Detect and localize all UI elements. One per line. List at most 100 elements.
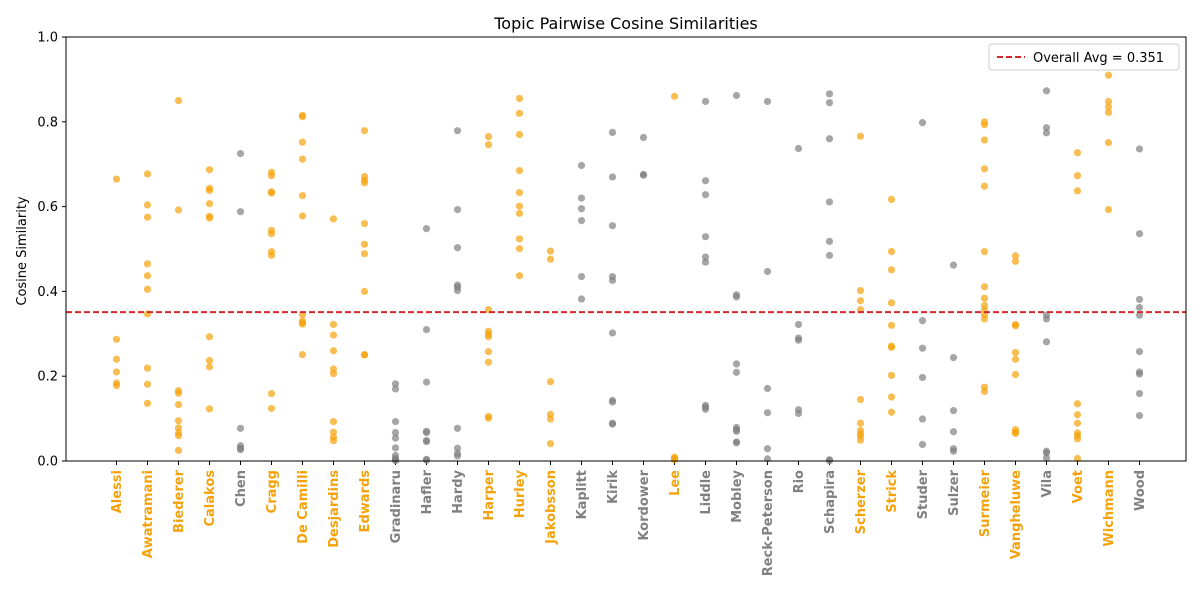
data-point xyxy=(205,166,214,174)
x-tick-label-gradinaru: Gradinaru xyxy=(389,470,404,543)
y-tick-label: 0.4 xyxy=(37,285,58,300)
data-point xyxy=(546,247,555,255)
data-point xyxy=(546,255,555,263)
data-point xyxy=(701,233,710,241)
data-point xyxy=(1135,303,1144,312)
data-point xyxy=(825,198,834,206)
data-point xyxy=(1042,87,1051,95)
data-point xyxy=(174,389,183,397)
data-point xyxy=(670,456,679,464)
data-point xyxy=(205,356,214,365)
data-point xyxy=(143,170,152,178)
data-point xyxy=(1042,124,1051,132)
x-axis-ticks: Alessi Awatramani Biederer Calakos Chen Cragg… xyxy=(110,461,1148,576)
data-point xyxy=(1042,338,1051,346)
data-point xyxy=(1011,355,1020,363)
data-point xyxy=(515,130,524,139)
data-point xyxy=(887,247,896,256)
data-point xyxy=(887,408,896,416)
data-point xyxy=(1073,149,1082,157)
data-point xyxy=(1104,108,1113,117)
data-point xyxy=(763,445,772,453)
x-tick-label-kaplitt: Kaplitt xyxy=(575,470,590,520)
data-point xyxy=(608,276,617,284)
data-point xyxy=(980,247,989,256)
data-point xyxy=(577,272,586,281)
data-point xyxy=(174,97,183,105)
data-point xyxy=(329,320,338,329)
data-point xyxy=(267,189,276,197)
data-point xyxy=(143,285,152,293)
y-tick-label: 0.2 xyxy=(37,370,58,385)
data-point xyxy=(980,182,989,190)
data-point xyxy=(918,373,927,382)
data-point xyxy=(1073,411,1082,419)
data-point xyxy=(732,439,741,447)
data-point xyxy=(577,216,586,225)
data-point xyxy=(391,385,400,393)
data-point xyxy=(515,109,524,117)
data-point xyxy=(887,393,896,401)
data-point xyxy=(980,136,989,144)
data-point xyxy=(546,378,555,386)
data-point xyxy=(205,405,214,413)
x-tick-label-vangheluwe: Vangheluwe xyxy=(1009,470,1024,559)
data-point xyxy=(918,415,927,423)
data-point xyxy=(1073,400,1082,408)
data-point xyxy=(298,191,307,200)
data-point xyxy=(112,335,121,343)
data-point xyxy=(1104,205,1113,214)
data-point xyxy=(794,320,803,329)
data-point xyxy=(980,283,989,291)
x-tick-label-rio: Rio xyxy=(792,470,807,493)
data-point xyxy=(608,420,617,428)
data-point xyxy=(329,215,338,223)
data-point xyxy=(949,428,958,436)
data-point xyxy=(1073,435,1082,443)
data-point xyxy=(856,395,865,404)
data-point xyxy=(453,444,462,452)
x-tick-label-scherzer: Scherzer xyxy=(854,469,869,534)
data-point xyxy=(949,353,958,362)
data-point xyxy=(887,266,896,274)
data-point xyxy=(949,261,958,269)
x-tick-label-jakobsson: Jakobsson xyxy=(544,470,559,545)
x-tick-label-kordower: Kordower xyxy=(637,469,652,540)
data-point xyxy=(298,350,307,359)
data-point xyxy=(422,378,431,386)
data-point xyxy=(701,405,710,413)
data-point xyxy=(360,240,369,248)
x-tick-label-cragg: Cragg xyxy=(265,470,280,513)
data-point xyxy=(608,398,617,406)
data-point xyxy=(236,150,245,158)
data-point xyxy=(980,315,989,323)
data-point xyxy=(1104,103,1113,111)
data-point xyxy=(298,113,307,121)
data-point xyxy=(453,205,462,214)
data-point xyxy=(732,360,741,368)
data-point xyxy=(608,222,617,230)
data-point xyxy=(887,299,896,307)
x-tick-label-liddle: Liddle xyxy=(699,470,714,515)
legend: Overall Avg = 0.351 xyxy=(988,43,1180,71)
data-point xyxy=(1011,322,1020,330)
x-tick-label-wichmann: Wichmann xyxy=(1102,470,1117,547)
data-point xyxy=(143,399,152,407)
data-point xyxy=(856,419,865,427)
data-point xyxy=(236,445,245,454)
data-point xyxy=(329,437,338,445)
data-point xyxy=(391,380,400,388)
x-tick-label-mobley: Mobley xyxy=(730,469,745,522)
data-point xyxy=(174,206,183,214)
data-point xyxy=(143,364,152,372)
data-point xyxy=(1073,187,1082,195)
data-point xyxy=(112,355,121,363)
data-point xyxy=(391,428,400,437)
data-point xyxy=(856,132,865,140)
data-point xyxy=(546,440,555,448)
data-point xyxy=(174,424,183,432)
data-point xyxy=(608,128,617,136)
data-point xyxy=(174,401,183,409)
data-point xyxy=(1135,389,1144,398)
data-point xyxy=(608,173,617,181)
